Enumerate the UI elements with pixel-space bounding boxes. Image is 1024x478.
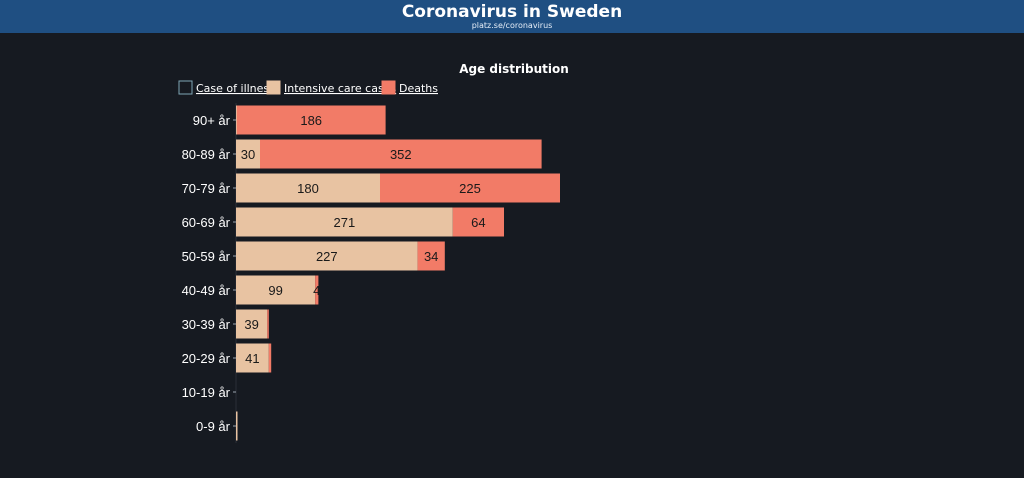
bar-value-label: 227: [316, 249, 338, 264]
bar-deaths[interactable]: [236, 105, 386, 135]
chart-legend: Case of illness Intensive care cases Death…: [178, 80, 438, 95]
bar-intensive-care-cases[interactable]: [236, 275, 316, 305]
bar-intensive-care-cases[interactable]: [236, 139, 260, 169]
bar-value-label: 34: [424, 249, 438, 264]
header-bar: Coronavirus in Sweden platz.se/coronavir…: [0, 0, 1024, 33]
legend-item-deaths[interactable]: Deaths: [381, 80, 438, 95]
y-tick-label: 40-49 år: [182, 283, 231, 298]
bar-intensive-care-cases[interactable]: [236, 241, 418, 271]
bar-value-label: 39: [244, 317, 258, 332]
y-tick-label: 70-79 år: [182, 181, 231, 196]
bar-deaths[interactable]: [380, 173, 560, 203]
bar-value-label: 186: [300, 113, 322, 128]
bar-intensive-care-cases[interactable]: [236, 309, 268, 339]
y-tick-label: 50-59 år: [182, 249, 231, 264]
chart-title: Age distribution: [459, 62, 569, 76]
legend-swatch-deaths: [381, 80, 396, 95]
y-axis: 90+ år 80-89 år 70-79 år 60-69 år 50-59 år 40…: [182, 103, 237, 443]
y-tick-label: 10-19 år: [182, 385, 231, 400]
y-tick-label: 0-9 år: [196, 419, 231, 434]
bar-value-label: 180: [297, 181, 319, 196]
y-tick-label: 30-39 år: [182, 317, 231, 332]
bar-value-label: 30: [241, 147, 255, 162]
bar-intensive-care-cases[interactable]: [236, 411, 238, 441]
bar-deaths[interactable]: [268, 343, 272, 373]
bar-deaths[interactable]: [260, 139, 542, 169]
bar-value-label: 41: [245, 351, 259, 366]
bar-value-label: 271: [334, 215, 356, 230]
bar-value-label: 4: [313, 283, 320, 298]
bar-intensive-care-cases[interactable]: [236, 173, 380, 203]
y-tick-label: 20-29 år: [182, 351, 231, 366]
bar-intensive-care-cases[interactable]: [236, 105, 238, 135]
bar-value-label: 99: [268, 283, 282, 298]
legend-label-deaths: Deaths: [399, 82, 438, 95]
bar-intensive-care-cases[interactable]: [236, 343, 269, 373]
bar-deaths[interactable]: [452, 207, 504, 237]
legend-swatch-intensive-care-cases: [266, 80, 281, 95]
y-tick-label: 80-89 år: [182, 147, 231, 162]
legend-label-case-of-illness: Case of illness: [196, 82, 275, 95]
bar-value-label: 225: [459, 181, 481, 196]
legend-item-intensive-care-cases[interactable]: Intensive care cases: [266, 80, 396, 95]
bars-group: 186 30 352 180 225 271 64 227 34 99 4 39 41: [236, 105, 560, 441]
age-distribution-chart: Age distribution Case of illness Intensiv…: [178, 62, 569, 443]
bar-value-label: 352: [390, 147, 412, 162]
bar-deaths[interactable]: [267, 309, 269, 339]
legend-label-intensive-care-cases: Intensive care cases: [284, 82, 396, 95]
legend-item-case-of-illness[interactable]: Case of illness: [178, 80, 275, 95]
legend-swatch-case-of-illness: [178, 80, 193, 95]
bar-intensive-care-cases[interactable]: [236, 207, 453, 237]
y-tick-label: 60-69 år: [182, 215, 231, 230]
page-subtitle: platz.se/coronavirus: [471, 21, 553, 30]
page-title: Coronavirus in Sweden: [401, 2, 623, 22]
bar-deaths[interactable]: [315, 275, 319, 305]
y-tick-label: 90+ år: [193, 113, 231, 128]
bar-deaths[interactable]: [417, 241, 445, 271]
bar-value-label: 64: [471, 215, 485, 230]
